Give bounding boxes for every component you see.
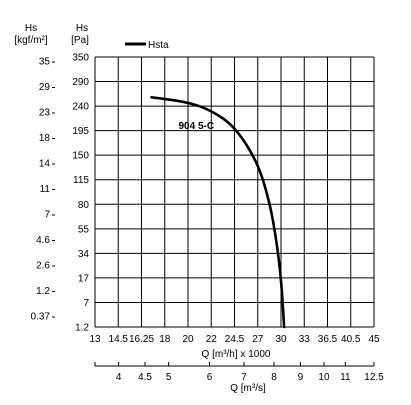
y-tick-kgf: 2.6: [36, 261, 50, 272]
y-tick-pa: 7: [83, 298, 89, 309]
y-tick-pa: 290: [72, 77, 89, 88]
left-axis-pa-unit-2: [Pa]: [71, 35, 89, 46]
x-tick-m3s: 5: [166, 372, 172, 383]
y-tick-pa: 115: [73, 175, 89, 186]
y-tick-kgf: 14: [39, 159, 51, 170]
left-axis-kgf-unit-2: [kgf/m²]: [14, 35, 48, 46]
y-tick-kgf: 35: [39, 57, 51, 68]
x-tick-m3s: 7: [241, 372, 247, 383]
x-tick-m3h: 40.5: [341, 334, 361, 345]
x-tick-m3s: 8: [271, 372, 277, 383]
x-tick-m3h: 22: [206, 334, 218, 345]
x-tick-m3s: 9: [298, 372, 304, 383]
series-label: 904 5-C: [179, 121, 215, 132]
y-tick-kgf: 0.37: [31, 312, 51, 323]
y-tick-kgf: 23: [39, 108, 51, 119]
y-tick-kgf: 1.2: [36, 286, 50, 297]
x-tick-m3s: 12.5: [364, 372, 384, 383]
x-tick-m3h: 13: [89, 334, 101, 345]
y-tick-pa: 1.2: [75, 323, 89, 334]
y-tick-kgf: 7: [44, 210, 50, 221]
y-tick-pa: 195: [72, 126, 89, 137]
series-layer: 904 5-C: [150, 95, 286, 329]
x-axis-m3s-label: Q [m³/s]: [230, 383, 266, 394]
x-tick-m3s: 11: [340, 372, 351, 383]
x-tick-m3h: 20: [182, 334, 194, 345]
legend-label: Hsta: [148, 40, 169, 51]
x-tick-m3h: 45: [368, 334, 380, 345]
tick-labels: 13 14.5 16.25 18 20 22 24.5 27 30 33 36.5 40.5 45350…: [31, 53, 385, 384]
x-tick-m3s: 10: [318, 372, 330, 383]
y-tick-pa: 80: [78, 200, 90, 211]
y-tick-kgf: 29: [39, 82, 51, 93]
left-axis-kgf-unit-1: Hs: [25, 23, 37, 34]
y-tick-pa: 55: [78, 224, 90, 235]
x-tick-m3h: 30: [275, 334, 287, 345]
y-tick-pa: 240: [72, 102, 89, 113]
grid: [52, 56, 375, 367]
y-tick-kgf: 18: [39, 133, 51, 144]
x-tick-m3h: 33: [299, 334, 311, 345]
x-tick-m3s: 6: [207, 372, 213, 383]
y-tick-pa: 150: [72, 151, 89, 162]
x-tick-m3s: 4.5: [138, 372, 152, 383]
x-tick-m3s: 4: [116, 372, 122, 383]
x-tick-m3h: 24.5: [225, 334, 245, 345]
y-tick-pa: 17: [78, 273, 90, 284]
x-tick-m3h: 36.5: [318, 334, 338, 345]
x-axis-m3h-label: Q [m³/h] x 1000: [202, 349, 271, 360]
y-tick-kgf: 11: [40, 184, 51, 195]
y-tick-kgf: 4.6: [36, 235, 50, 246]
series-line-904-5-C: [150, 95, 286, 329]
left-axis-pa-unit-1: Hs: [76, 23, 88, 34]
x-tick-m3h: 27: [252, 334, 264, 345]
x-tick-m3h: 16.25: [129, 334, 154, 345]
y-tick-pa: 350: [72, 53, 89, 64]
y-tick-pa: 34: [78, 249, 90, 260]
x-tick-m3h: 14.5: [109, 334, 129, 345]
x-tick-m3h: 18: [159, 334, 171, 345]
